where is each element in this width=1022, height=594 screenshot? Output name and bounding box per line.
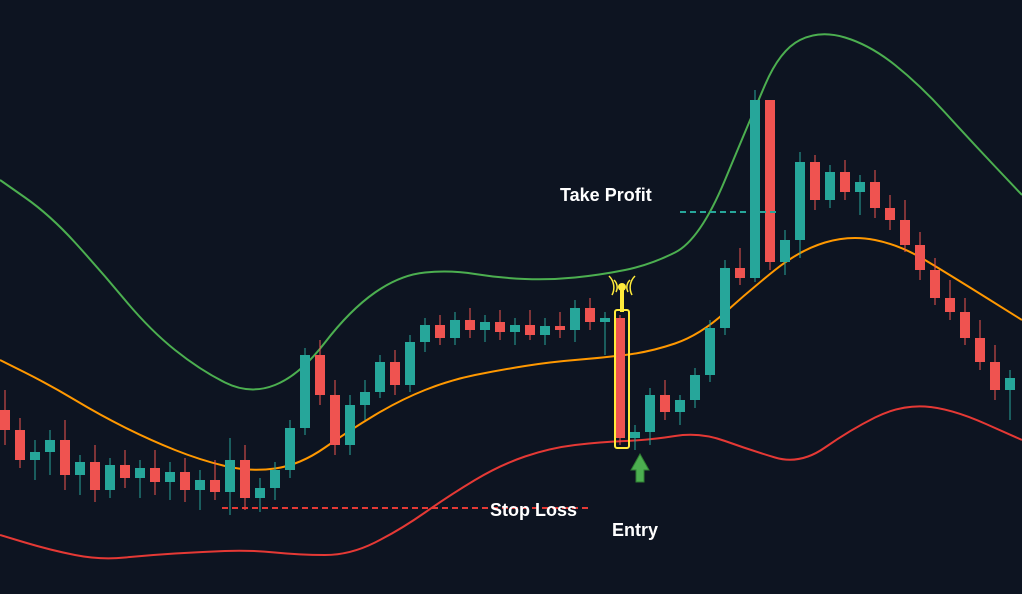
candle-body	[960, 312, 970, 338]
candle-body	[885, 208, 895, 220]
candle-body	[840, 172, 850, 192]
lower-band	[0, 406, 1022, 558]
candle-body	[150, 468, 160, 482]
candle-body	[180, 472, 190, 490]
candle-body	[870, 182, 880, 208]
candle-body	[990, 362, 1000, 390]
candle-body	[210, 480, 220, 492]
candle-body	[300, 355, 310, 428]
candle-body	[795, 162, 805, 240]
candle-body	[630, 432, 640, 438]
candle-body	[855, 182, 865, 192]
candle-body	[195, 480, 205, 490]
candle-body	[1005, 378, 1015, 390]
candle-body	[675, 400, 685, 412]
candle-body	[915, 245, 925, 270]
candle-body	[360, 392, 370, 405]
candle-body	[585, 308, 595, 322]
candle-body	[450, 320, 460, 338]
candles	[0, 90, 1015, 515]
candle-body	[570, 308, 580, 330]
candle-body	[90, 462, 100, 490]
candle-body	[345, 405, 355, 445]
candle-body	[105, 465, 115, 490]
candle-body	[975, 338, 985, 362]
candle-body	[600, 318, 610, 322]
upper-band	[0, 34, 1022, 389]
candle-body	[540, 326, 550, 335]
entry-arrow-icon	[631, 454, 649, 482]
trading-chart: Take Profit Stop Loss Entry	[0, 0, 1022, 594]
candle-body	[15, 430, 25, 460]
candle-body	[420, 325, 430, 342]
candle-body	[30, 452, 40, 460]
candle-body	[330, 395, 340, 445]
candle-body	[285, 428, 295, 470]
candle-body	[0, 410, 10, 430]
middle-band	[0, 238, 1022, 470]
candle-body	[510, 325, 520, 332]
candle-body	[705, 328, 715, 375]
candle-body	[480, 322, 490, 330]
candle-body	[255, 488, 265, 498]
candle-body	[615, 318, 625, 438]
candle-body	[390, 362, 400, 385]
candle-body	[375, 362, 385, 392]
candle-body	[735, 268, 745, 278]
signal-icon	[609, 276, 635, 312]
candle-body	[825, 172, 835, 200]
entry-label: Entry	[612, 520, 658, 541]
candle-body	[750, 100, 760, 278]
candle-body	[120, 465, 130, 478]
candle-body	[690, 375, 700, 400]
candle-body	[435, 325, 445, 338]
candle-body	[660, 395, 670, 412]
candle-body	[495, 322, 505, 332]
candle-body	[465, 320, 475, 330]
candle-body	[315, 355, 325, 395]
candle-body	[930, 270, 940, 298]
take-profit-label: Take Profit	[560, 185, 652, 206]
candle-body	[720, 268, 730, 328]
candle-body	[225, 460, 235, 492]
candle-body	[45, 440, 55, 452]
candle-body	[165, 472, 175, 482]
candle-body	[765, 100, 775, 262]
candle-body	[270, 470, 280, 488]
candle-body	[75, 462, 85, 475]
stop-loss-label: Stop Loss	[490, 500, 577, 521]
candle-body	[945, 298, 955, 312]
candle-body	[555, 326, 565, 330]
candle-body	[405, 342, 415, 385]
candle-body	[240, 460, 250, 498]
candle-body	[810, 162, 820, 200]
candle-body	[135, 468, 145, 478]
candle-body	[900, 220, 910, 245]
candle-body	[645, 395, 655, 432]
candle-body	[780, 240, 790, 262]
candle-body	[60, 440, 70, 475]
candle-body	[525, 325, 535, 335]
